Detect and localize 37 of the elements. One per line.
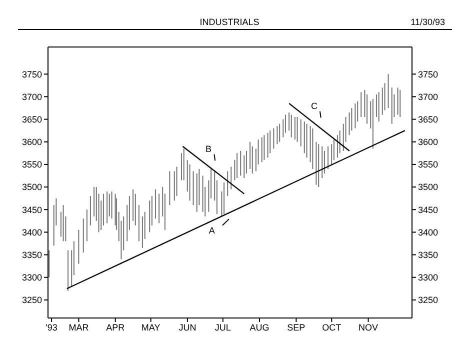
x-tick-label: '93 xyxy=(46,322,58,332)
y-tick-label: 3300 xyxy=(22,272,42,283)
y-tick-label: 3500 xyxy=(22,182,42,192)
y-tick-label: 3700 xyxy=(22,92,42,102)
series-label: B xyxy=(205,144,212,154)
y2-tick-label: 3400 xyxy=(418,227,438,238)
y-tick-label: 3600 xyxy=(22,137,42,148)
x-tick-label: NOV xyxy=(358,322,378,332)
y-tick-label: 3550 xyxy=(22,160,42,170)
text: 11/30/93 xyxy=(410,17,445,27)
y2-tick-label: 3450 xyxy=(418,204,438,215)
y2-tick-label: 3500 xyxy=(418,182,438,192)
series-label: C xyxy=(310,101,318,112)
x-tick-label: OCT xyxy=(322,322,342,332)
y-tick-label: 3250 xyxy=(22,295,42,306)
x-tick-label: JUL xyxy=(214,322,231,332)
y2-tick-label: 3750 xyxy=(418,69,438,80)
series-label: A xyxy=(208,226,215,236)
y-tick-label: 3350 xyxy=(22,250,42,260)
y2-tick-label: 3700 xyxy=(418,92,438,102)
y2-tick-label: 3600 xyxy=(418,137,438,148)
x-tick-label: JUN xyxy=(178,322,196,332)
x-tick-label: AUG xyxy=(250,322,270,332)
y2-tick-label: 3300 xyxy=(418,272,438,283)
y2-tick-label: 3350 xyxy=(418,250,438,260)
y2-tick-label: 3250 xyxy=(418,295,438,306)
y-tick-label: 3450 xyxy=(22,204,42,215)
chart-title: INDUSTRIALS xyxy=(200,17,260,27)
y-tick-label: 3750 xyxy=(22,69,42,80)
x-tick-label: MAY xyxy=(141,322,160,332)
x-tick-label: SEP xyxy=(287,322,306,332)
y2-tick-label: 3650 xyxy=(418,114,438,124)
x-tick-label: APR xyxy=(106,322,126,332)
y-tick-label: 3400 xyxy=(22,227,42,238)
x-tick-label: MAR xyxy=(68,322,90,332)
y2-tick-label: 3550 xyxy=(418,160,438,170)
y-tick-label: 3650 xyxy=(22,114,42,124)
